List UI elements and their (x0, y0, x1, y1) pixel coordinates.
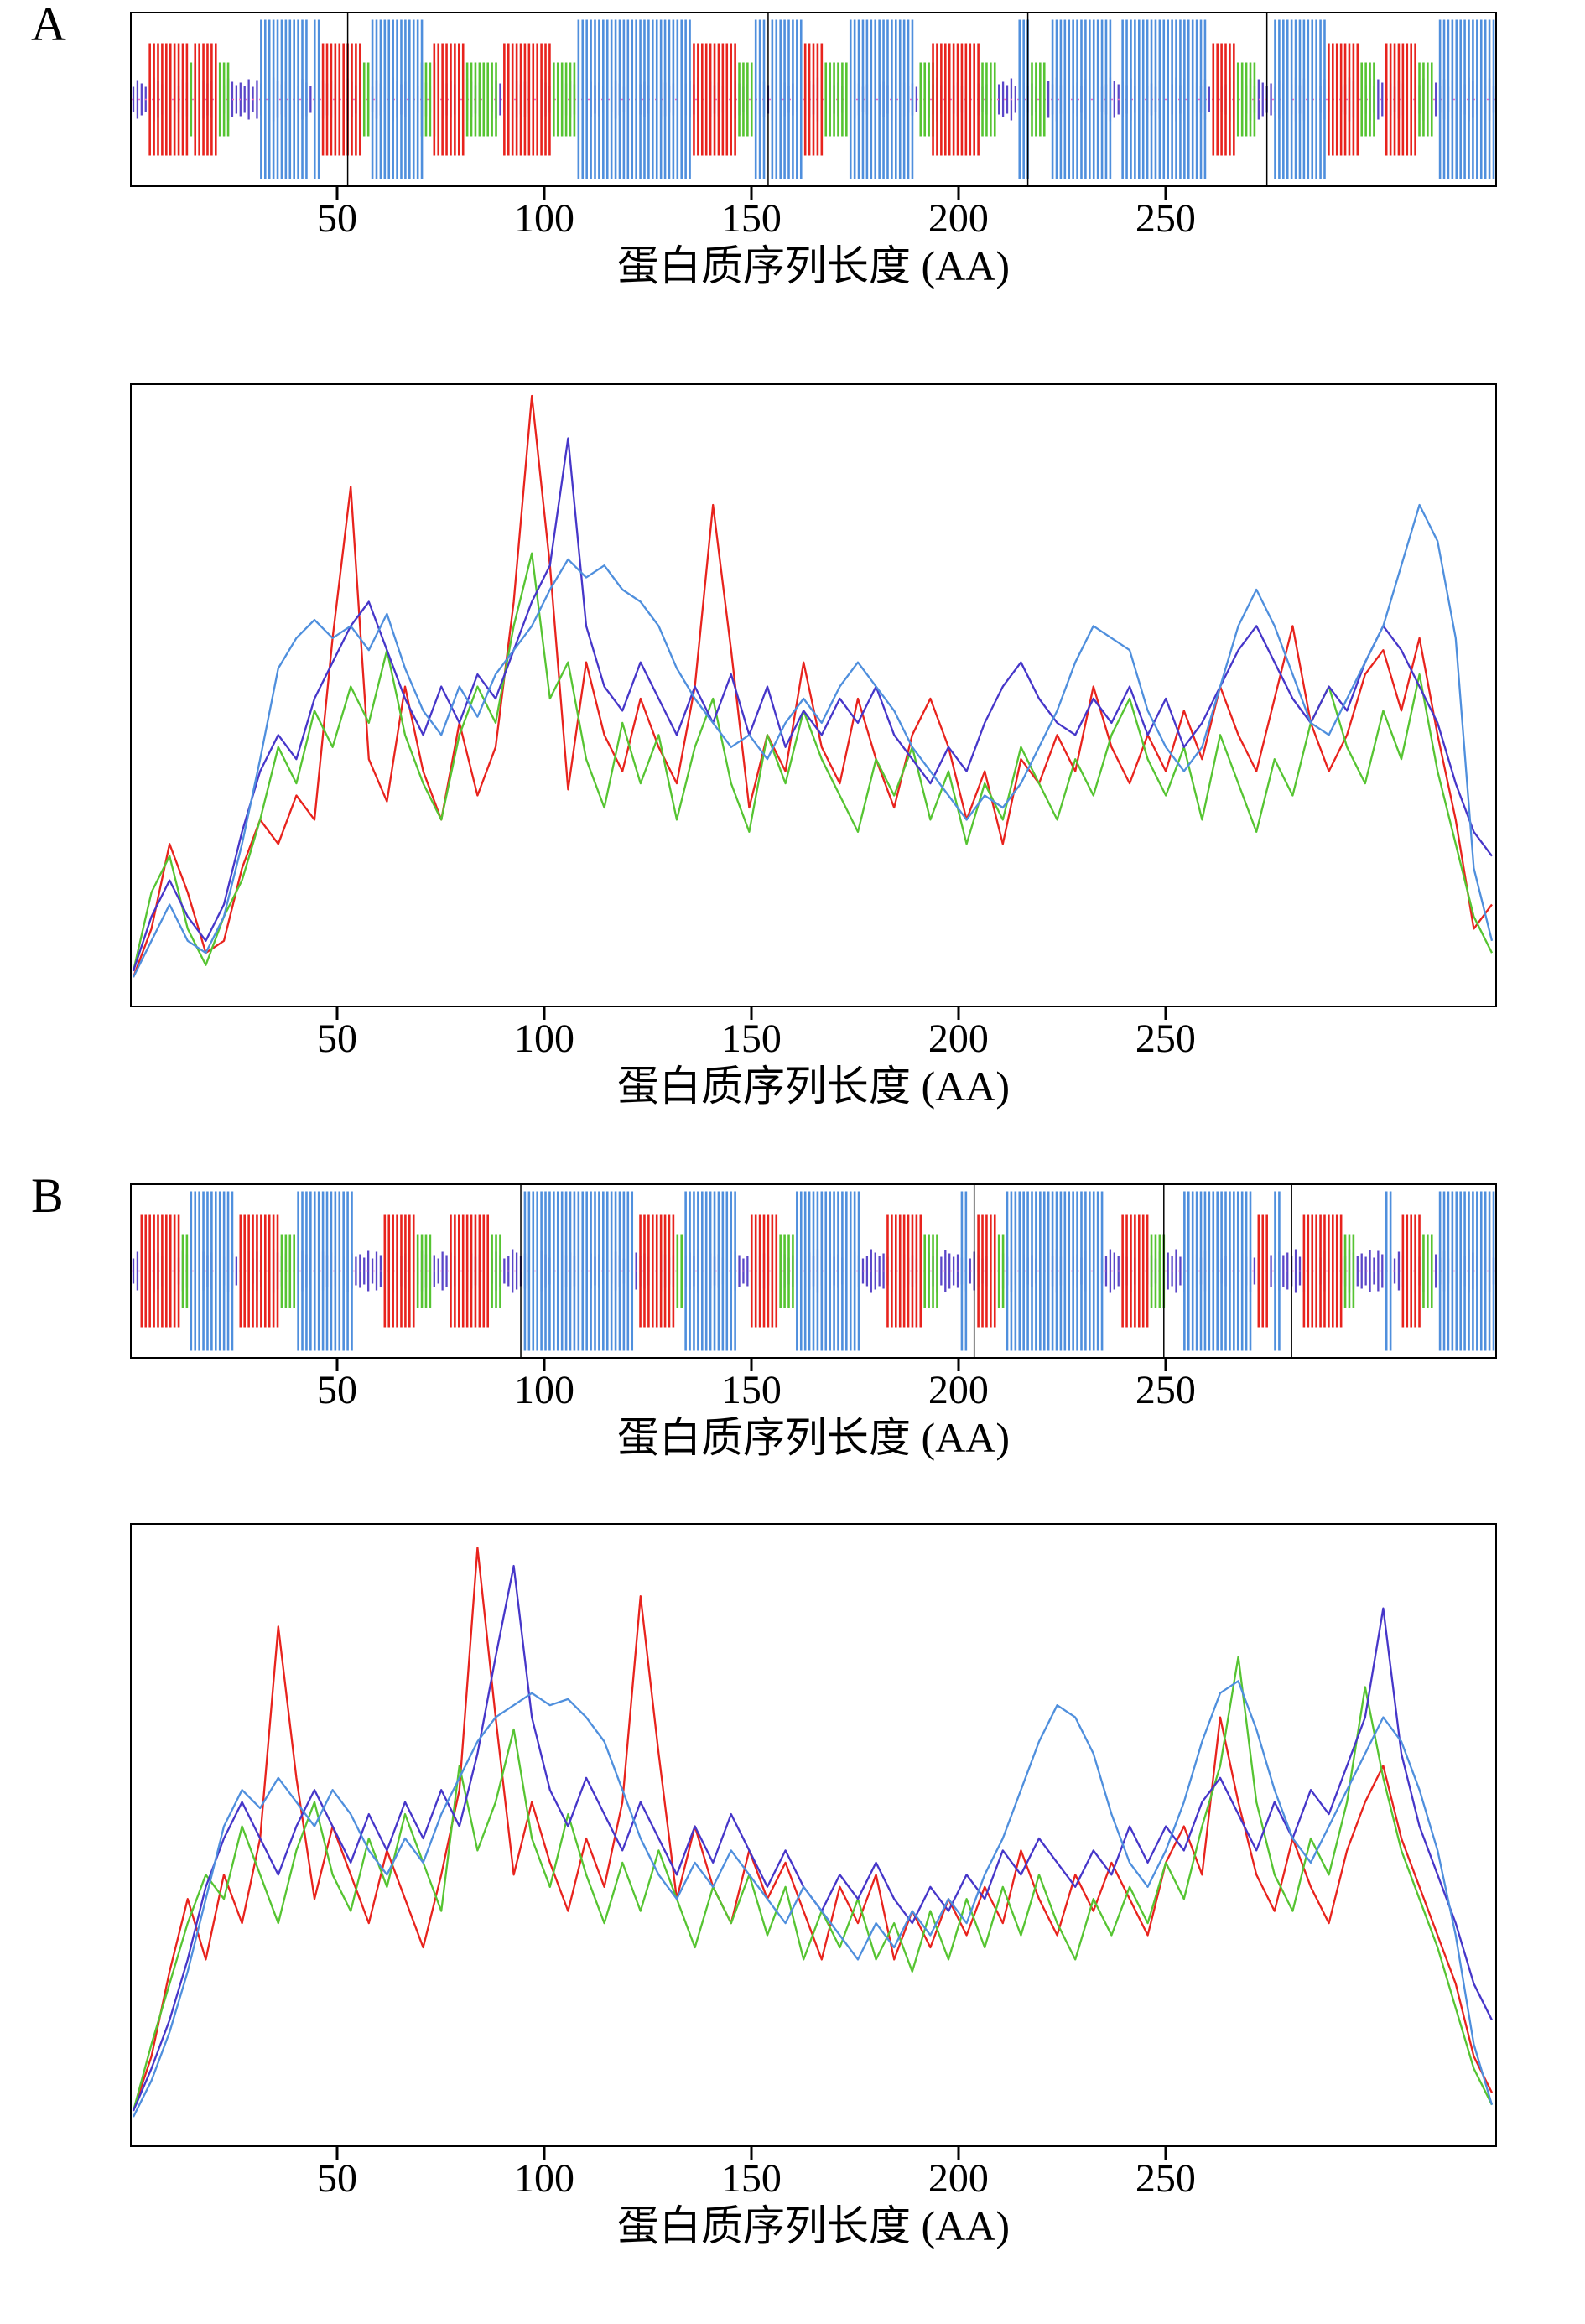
x-axis-tick-label: 250 (1135, 1368, 1196, 1412)
x-axis-tick (1164, 187, 1167, 200)
x-axis-tick (750, 1007, 753, 1020)
panel-a-line-section: 50 100 150 200 250 蛋白质序列长度 (AA) (0, 383, 1585, 1123)
x-axis-tick-label: 150 (720, 2156, 782, 2201)
x-axis-tick (957, 1359, 960, 1371)
panel-b-line-axis-title: 蛋白质序列长度 (AA) (616, 2202, 1011, 2249)
panel-b-strip-section: B 50 100 150 200 250 蛋白质序列长度 (AA) (0, 1172, 1585, 1474)
panel-a-profile-chart (130, 383, 1497, 1007)
x-axis-tick (335, 1359, 339, 1371)
x-axis-tick-label: 150 (720, 196, 782, 241)
x-axis-tick (1164, 1007, 1167, 1020)
x-axis-tick (335, 1007, 339, 1020)
x-axis-tick-label: 100 (513, 1016, 574, 1061)
x-axis-tick (543, 1007, 546, 1020)
x-axis-tick (543, 2147, 546, 2160)
panel-b-structure-strip (130, 1183, 1497, 1359)
x-axis-tick-label: 150 (720, 1016, 782, 1061)
x-axis-tick (1164, 1359, 1167, 1371)
panel-b-label: B (31, 1168, 64, 1223)
panel-a-label: A (31, 0, 66, 51)
panel-a-strip-axis-title: 蛋白质序列长度 (AA) (616, 242, 1011, 289)
x-axis-tick (750, 187, 753, 200)
x-axis-tick (957, 2147, 960, 2160)
x-axis-tick (750, 2147, 753, 2160)
x-axis-tick (1164, 2147, 1167, 2160)
x-axis-tick-label: 250 (1135, 1016, 1196, 1061)
x-axis-tick-label: 200 (928, 1368, 989, 1412)
x-axis-tick-label: 100 (513, 1368, 574, 1412)
panel-b-line-section: 50 100 150 200 250 蛋白质序列长度 (AA) (0, 1523, 1585, 2263)
panel-a-structure-strip (130, 12, 1497, 187)
x-axis-tick (957, 187, 960, 200)
x-axis-tick-label: 100 (513, 2156, 574, 2201)
x-axis-tick (957, 1007, 960, 1020)
x-axis-tick-label: 50 (316, 196, 357, 241)
x-axis-tick (543, 187, 546, 200)
x-axis-tick-label: 250 (1135, 196, 1196, 241)
x-axis-tick (543, 1359, 546, 1371)
x-axis-tick (335, 187, 339, 200)
panel-b-strip-axis-title: 蛋白质序列长度 (AA) (616, 1414, 1011, 1461)
panel-b-line-x-axis: 50 100 150 200 250 (130, 2147, 1497, 2201)
x-axis-tick (335, 2147, 339, 2160)
x-axis-tick-label: 50 (316, 2156, 357, 2201)
panel-a-line-x-axis: 50 100 150 200 250 (130, 1007, 1497, 1061)
panel-a-strip-section: A 50 100 150 200 250 蛋白质序列长度 (AA) (0, 0, 1585, 303)
x-axis-tick-label: 50 (316, 1368, 357, 1412)
x-axis-tick-label: 250 (1135, 2156, 1196, 2201)
panel-b-profile-chart (130, 1523, 1497, 2147)
x-axis-tick-label: 100 (513, 196, 574, 241)
x-axis-tick-label: 150 (720, 1368, 782, 1412)
x-axis-tick-label: 200 (928, 2156, 989, 2201)
x-axis-tick (750, 1359, 753, 1371)
panel-a-line-axis-title: 蛋白质序列长度 (AA) (616, 1063, 1011, 1110)
panel-a-strip-x-axis: 50 100 150 200 250 (130, 187, 1497, 241)
panel-b-strip-x-axis: 50 100 150 200 250 (130, 1359, 1497, 1412)
x-axis-tick-label: 200 (928, 1016, 989, 1061)
x-axis-tick-label: 50 (316, 1016, 357, 1061)
x-axis-tick-label: 200 (928, 196, 989, 241)
